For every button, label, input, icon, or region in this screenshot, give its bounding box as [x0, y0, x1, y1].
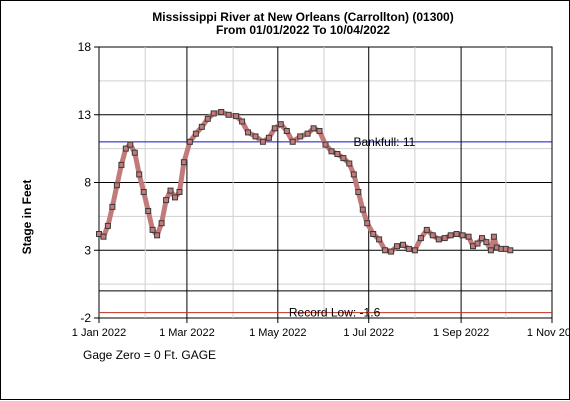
data-point — [136, 171, 143, 178]
data-point — [400, 241, 406, 248]
data-point — [176, 189, 183, 195]
data-point — [122, 145, 129, 152]
data-point — [316, 128, 323, 134]
data-point — [259, 138, 266, 145]
data-point — [479, 235, 485, 242]
data-point — [447, 232, 454, 239]
reference-lines: Bankfull: 11 Record Low: -1.6 — [99, 135, 552, 320]
data-point — [225, 111, 232, 118]
data-point — [271, 125, 278, 132]
data-point — [239, 118, 246, 125]
data-point — [429, 232, 436, 239]
data-point — [310, 125, 317, 132]
data-point — [192, 130, 199, 137]
data-point — [186, 138, 193, 145]
data-point — [359, 206, 366, 213]
data-point — [334, 151, 341, 157]
data-point — [265, 134, 272, 141]
data-point — [289, 138, 296, 145]
data-point — [441, 235, 448, 242]
data-point — [459, 232, 466, 239]
data-point — [417, 235, 424, 242]
axis-ticks: -2 3 8 13 18 1 Jan 2022 1 Mar 2022 1 May 2022 1 … — [72, 40, 570, 339]
y-tick-label: 18 — [78, 40, 92, 54]
data-point — [453, 231, 460, 237]
data-point — [118, 161, 125, 168]
data-point — [104, 222, 111, 229]
series-stage — [96, 109, 514, 255]
x-tick-label: 1 Nov 202 — [527, 327, 570, 339]
data-point — [382, 247, 389, 254]
data-point — [283, 128, 290, 134]
data-point — [376, 236, 383, 243]
data-point — [346, 160, 353, 167]
y-tick-label: 13 — [78, 108, 92, 122]
data-point — [405, 245, 412, 252]
data-point — [252, 133, 259, 140]
data-point — [154, 232, 161, 239]
data-point — [204, 115, 211, 122]
data-point — [109, 203, 116, 210]
y-tick-label: -2 — [80, 311, 91, 325]
x-tick-label: 1 Sep 2022 — [433, 327, 489, 339]
y-tick-label: 8 — [84, 176, 91, 190]
data-point — [483, 239, 490, 246]
x-tick-label: 1 Mar 2022 — [159, 327, 215, 339]
data-point — [297, 133, 304, 140]
chart-subtitle: From 01/01/2022 To 10/04/2022 — [216, 23, 390, 37]
data-point — [127, 141, 134, 148]
data-point — [167, 187, 174, 194]
data-point — [245, 129, 251, 136]
data-point — [172, 194, 178, 201]
data-point — [304, 130, 311, 137]
data-point — [487, 247, 494, 254]
x-tick-label: 1 Jan 2022 — [72, 327, 126, 339]
data-point — [145, 208, 152, 214]
data-point — [394, 243, 400, 250]
data-point — [507, 247, 514, 254]
data-point — [364, 220, 371, 227]
data-point — [233, 113, 240, 120]
data-point — [474, 240, 481, 247]
gage-zero-note: Gage Zero = 0 Ft. GAGE — [83, 348, 217, 362]
data-point — [355, 189, 362, 195]
data-point — [149, 226, 156, 233]
data-point — [465, 233, 472, 240]
data-point — [180, 159, 187, 166]
data-point — [423, 226, 430, 233]
chart-title: Mississippi River at New Orleans (Carrol… — [152, 10, 453, 24]
bankfull-label: Bankfull: 11 — [353, 135, 415, 149]
data-point — [158, 220, 165, 227]
y-axis-label: Stage in Feet — [20, 180, 34, 255]
data-point — [218, 109, 225, 115]
data-point — [277, 121, 284, 128]
data-point — [490, 233, 497, 240]
data-point — [322, 141, 329, 148]
data-point — [210, 110, 217, 117]
data-point — [388, 248, 395, 255]
data-point — [435, 236, 442, 243]
data-point — [340, 155, 347, 162]
data-point — [370, 231, 377, 237]
data-point — [198, 123, 205, 130]
data-point — [163, 197, 170, 204]
y-tick-label: 3 — [84, 243, 91, 257]
x-tick-label: 1 Jul 2022 — [343, 327, 394, 339]
data-point — [328, 148, 335, 155]
record-low-label: Record Low: -1.6 — [289, 306, 381, 320]
data-point — [411, 247, 418, 254]
data-point — [100, 233, 107, 240]
data-point — [350, 171, 357, 178]
data-point — [113, 182, 120, 189]
data-point — [140, 189, 147, 195]
x-tick-label: 1 May 2022 — [249, 327, 306, 339]
data-point — [131, 149, 138, 156]
